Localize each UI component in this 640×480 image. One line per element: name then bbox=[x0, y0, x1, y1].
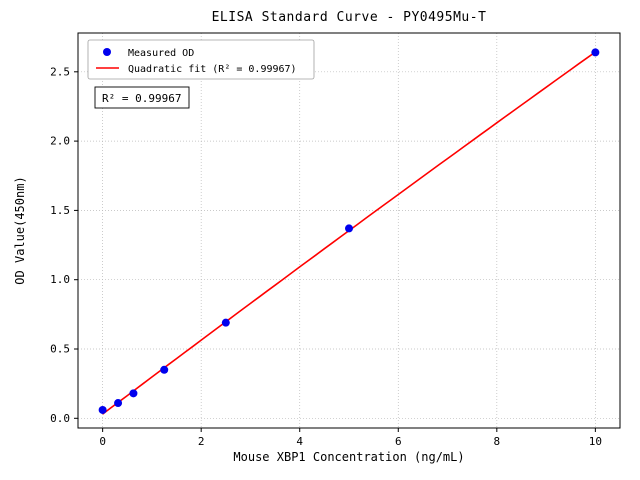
measured-od-point bbox=[160, 365, 169, 374]
measured-od-point bbox=[114, 399, 123, 408]
measured-od-point bbox=[129, 389, 138, 398]
y-tick-label: 1.0 bbox=[50, 273, 70, 286]
y-tick-label: 1.5 bbox=[50, 204, 70, 217]
x-tick-label: 10 bbox=[589, 435, 602, 448]
measured-od-point bbox=[591, 48, 600, 57]
plot-border bbox=[77, 32, 621, 429]
x-tick-label: 6 bbox=[395, 435, 402, 448]
legend-label-quadratic-fit: Quadratic fit (R² = 0.99967) bbox=[128, 64, 297, 75]
measured-od-point bbox=[221, 318, 230, 327]
y-axis-label: OD Value(450nm) bbox=[13, 176, 27, 284]
measured-od-point bbox=[98, 405, 107, 414]
measured-od-point bbox=[345, 224, 353, 233]
legend-label-measured-od: Measured OD bbox=[128, 48, 194, 59]
legend-marker-measured-od bbox=[103, 48, 111, 56]
x-tick-label: 8 bbox=[494, 435, 501, 448]
r-squared-annotation-text: R² = 0.99967 bbox=[102, 92, 181, 105]
x-axis-label: Mouse XBP1 Concentration (ng/mL) bbox=[233, 450, 464, 464]
x-tick-label: 2 bbox=[198, 435, 205, 448]
chart-title: ELISA Standard Curve - PY0495Mu-T bbox=[212, 10, 487, 25]
legend-box bbox=[87, 39, 315, 80]
r-squared-annotation-box bbox=[94, 86, 190, 109]
y-tick-label: 0.0 bbox=[50, 412, 70, 425]
y-tick-label: 2.5 bbox=[50, 65, 70, 78]
y-tick-label: 0.5 bbox=[50, 343, 70, 356]
y-tick-label: 2.0 bbox=[50, 135, 70, 148]
x-tick-label: 0 bbox=[99, 435, 106, 448]
x-tick-label: 4 bbox=[296, 435, 303, 448]
